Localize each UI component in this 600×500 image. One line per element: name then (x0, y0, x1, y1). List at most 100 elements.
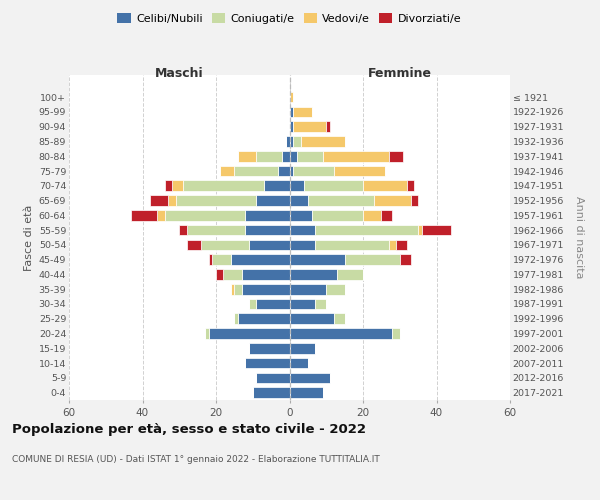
Bar (290, 136, 293, 147)
Bar (290, 195, 308, 206)
Y-axis label: Anni di nascita: Anni di nascita (574, 196, 584, 279)
Bar (235, 314, 238, 324)
Bar (290, 225, 315, 235)
Bar (290, 210, 311, 220)
Bar (150, 195, 168, 206)
Bar (249, 298, 256, 310)
Bar (220, 166, 235, 176)
Bar (209, 328, 290, 339)
Bar (290, 284, 326, 294)
Bar (223, 269, 242, 280)
Bar (323, 151, 389, 162)
Bar (187, 240, 202, 250)
Text: Femmine: Femmine (368, 67, 432, 80)
Bar (344, 254, 400, 265)
Bar (326, 284, 344, 294)
Bar (297, 151, 323, 162)
Bar (290, 358, 308, 368)
Bar (290, 106, 293, 117)
Bar (315, 240, 389, 250)
Bar (238, 151, 256, 162)
Bar (290, 254, 344, 265)
Bar (245, 225, 290, 235)
Bar (411, 195, 418, 206)
Bar (418, 225, 422, 235)
Bar (392, 328, 400, 339)
Bar (230, 254, 290, 265)
Bar (282, 151, 290, 162)
Bar (242, 284, 290, 294)
Bar (183, 180, 264, 191)
Bar (202, 240, 249, 250)
Bar (216, 269, 223, 280)
Bar (286, 136, 290, 147)
Bar (293, 122, 326, 132)
Bar (256, 298, 290, 310)
Text: Popolazione per età, sesso e stato civile - 2022: Popolazione per età, sesso e stato civil… (12, 422, 366, 436)
Bar (290, 372, 330, 383)
Bar (334, 314, 344, 324)
Bar (363, 210, 382, 220)
Bar (278, 166, 290, 176)
Bar (168, 195, 176, 206)
Bar (290, 343, 315, 353)
Bar (179, 225, 187, 235)
Bar (235, 284, 242, 294)
Legend: Celibi/Nubili, Coniugati/e, Vedovi/e, Divorziati/e: Celibi/Nubili, Coniugati/e, Vedovi/e, Di… (113, 9, 466, 29)
Bar (290, 269, 337, 280)
Bar (176, 195, 256, 206)
Text: COMUNE DI RESIA (UD) - Dati ISTAT 1° gennaio 2022 - Elaborazione TUTTITALIA.IT: COMUNE DI RESIA (UD) - Dati ISTAT 1° gen… (12, 455, 380, 464)
Bar (293, 106, 311, 117)
Bar (290, 328, 392, 339)
Bar (382, 210, 392, 220)
Bar (164, 180, 172, 191)
Bar (256, 195, 290, 206)
Bar (212, 254, 230, 265)
Bar (293, 136, 301, 147)
Bar (337, 269, 363, 280)
Bar (400, 254, 411, 265)
Bar (374, 195, 411, 206)
Bar (334, 166, 385, 176)
Bar (301, 136, 344, 147)
Bar (245, 358, 290, 368)
Bar (256, 372, 290, 383)
Bar (249, 343, 290, 353)
Bar (304, 180, 363, 191)
Bar (131, 210, 157, 220)
Bar (290, 388, 323, 398)
Bar (293, 166, 334, 176)
Bar (172, 180, 183, 191)
Text: Maschi: Maschi (155, 67, 203, 80)
Bar (315, 225, 418, 235)
Bar (230, 284, 235, 294)
Bar (164, 210, 245, 220)
Bar (256, 151, 282, 162)
Bar (253, 388, 290, 398)
Bar (308, 195, 374, 206)
Bar (290, 314, 334, 324)
Bar (396, 240, 407, 250)
Bar (187, 225, 245, 235)
Bar (407, 180, 415, 191)
Bar (290, 166, 293, 176)
Bar (315, 298, 326, 310)
Bar (326, 122, 330, 132)
Bar (242, 269, 290, 280)
Bar (290, 122, 293, 132)
Bar (311, 210, 363, 220)
Bar (290, 151, 297, 162)
Bar (389, 151, 403, 162)
Bar (290, 298, 315, 310)
Bar (205, 328, 209, 339)
Bar (209, 254, 212, 265)
Bar (245, 210, 290, 220)
Bar (290, 180, 304, 191)
Bar (249, 240, 290, 250)
Bar (157, 210, 164, 220)
Bar (264, 180, 290, 191)
Bar (238, 314, 290, 324)
Bar (290, 240, 315, 250)
Bar (422, 225, 451, 235)
Bar (290, 92, 293, 102)
